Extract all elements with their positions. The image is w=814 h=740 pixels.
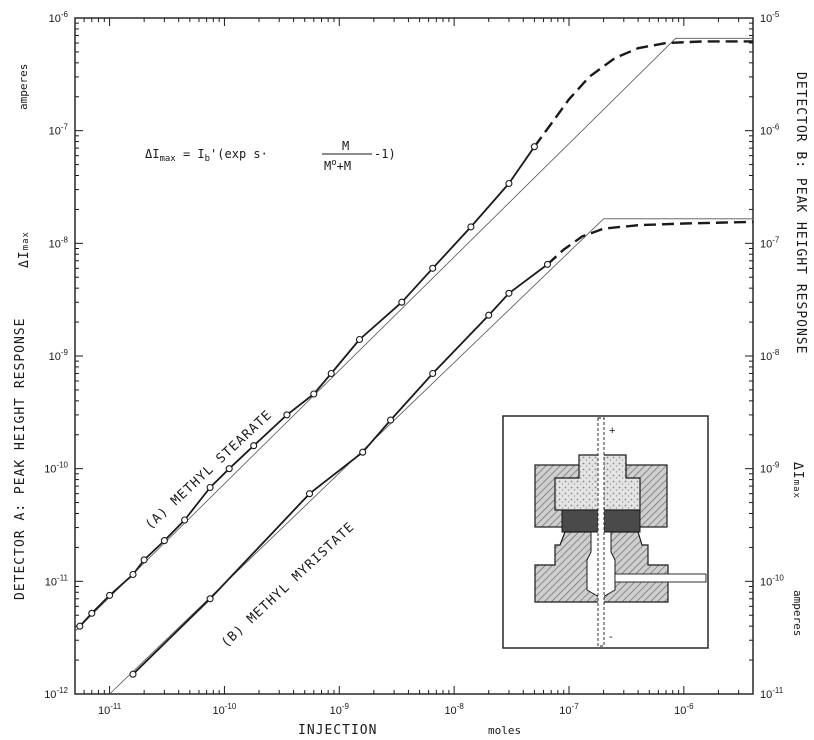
- data-point-1: [129, 670, 137, 678]
- data-point-0: [467, 223, 475, 231]
- series-dashed-1: [546, 220, 754, 266]
- x-tick-label: 10-7: [559, 702, 579, 717]
- series-label-a: (A) METHYL STEARATE: [142, 408, 275, 533]
- y-right-tick-label: 10-9: [760, 461, 780, 476]
- x-tick-label: 10-8: [444, 702, 464, 717]
- y-right-unit: amperes: [791, 590, 804, 636]
- data-point-1: [305, 490, 314, 498]
- series-asymptote-0: [74, 37, 753, 632]
- data-point-0: [250, 442, 258, 450]
- x-tick-label: 10-10: [213, 702, 237, 717]
- data-point-0: [225, 465, 233, 473]
- y-right-tick-label: 10-8: [760, 348, 780, 363]
- x-axis-title: INJECTION: [298, 723, 377, 738]
- inset-plus: +: [609, 425, 615, 437]
- equation: ΔImax = Ib'(exp s· M Mo+M -1): [145, 139, 396, 173]
- tick-labels: 10-11 10-10 10-9 10-8 10-7 10-6 10-12 10-11 10-1…: [44, 10, 784, 717]
- y-left-tick-label: 10-7: [49, 123, 69, 138]
- data-point-1: [485, 311, 493, 319]
- series: [74, 37, 754, 695]
- data-point-0: [76, 622, 84, 630]
- y-right-tick-label: 10-7: [760, 235, 780, 250]
- inset-side-inlet: [614, 573, 707, 583]
- series-line-0: [79, 146, 536, 627]
- data-point-0: [327, 369, 335, 378]
- y-left-tick-label: 10-8: [49, 235, 69, 250]
- x-axis-unit: moles: [488, 724, 521, 737]
- data-point-1: [543, 260, 552, 268]
- y-left-unit: amperes: [17, 64, 30, 110]
- x-tick-label: 10-9: [330, 702, 350, 717]
- svg-text:-1): -1): [374, 147, 396, 161]
- data-point-0: [398, 298, 406, 306]
- data-point-1: [429, 369, 437, 378]
- svg-text:ΔImax = Ib'(exp s·: ΔImax = Ib'(exp s·: [145, 147, 268, 164]
- data-point-0: [283, 411, 291, 419]
- y-right-tick-label: 10-11: [760, 686, 784, 701]
- detector-inset: + -: [502, 415, 709, 649]
- series-asymptote-1: [109, 218, 753, 695]
- svg-text:M: M: [342, 139, 349, 153]
- inset-central-rod: [597, 417, 605, 647]
- y-right-tick-label: 10-5: [760, 10, 780, 25]
- data-point-0: [310, 390, 318, 398]
- data-point-1: [387, 416, 395, 424]
- data-point-0: [140, 556, 148, 564]
- data-point-0: [129, 570, 137, 579]
- data-point-0: [106, 591, 114, 599]
- series-label-b: (B) METHYL MYRISTATE: [218, 520, 357, 651]
- ticks: [74, 17, 754, 695]
- y-left-tick-label: 10-10: [44, 461, 68, 476]
- data-point-0: [429, 264, 437, 272]
- data-point-0: [88, 609, 96, 617]
- series-dashed-0: [533, 40, 753, 148]
- x-tick-label: 10-11: [98, 702, 122, 717]
- y-left-symbol: ΔImax: [17, 231, 32, 268]
- data-point-0: [505, 179, 513, 188]
- y-right-symbol: ΔImax: [790, 462, 805, 499]
- y-left-tick-label: 10-12: [44, 686, 68, 701]
- data-point-0: [355, 335, 364, 344]
- data-point-1: [505, 289, 513, 297]
- y-left-title: DETECTOR A: PEAK HEIGHT RESPONSE: [13, 318, 28, 600]
- x-tick-label: 10-6: [674, 702, 694, 717]
- data-point-0: [530, 143, 538, 151]
- data-point-1: [359, 448, 367, 456]
- y-left-tick-label: 10-6: [49, 10, 69, 25]
- data-point-1: [206, 595, 214, 603]
- y-left-tick-label: 10-11: [45, 573, 69, 588]
- data-point-0: [160, 537, 168, 545]
- inset-minus: -: [609, 631, 613, 643]
- data-point-0: [181, 516, 189, 524]
- svg-text:Mo+M: Mo+M: [324, 158, 351, 173]
- series-line-1: [132, 263, 549, 675]
- data-point-0: [206, 483, 214, 492]
- y-left-tick-label: 10-9: [49, 348, 69, 363]
- y-right-tick-label: 10-6: [760, 123, 780, 138]
- y-right-title: DETECTOR B: PEAK HEIGHT RESPONSE: [793, 72, 808, 354]
- y-right-tick-label: 10-10: [760, 573, 784, 588]
